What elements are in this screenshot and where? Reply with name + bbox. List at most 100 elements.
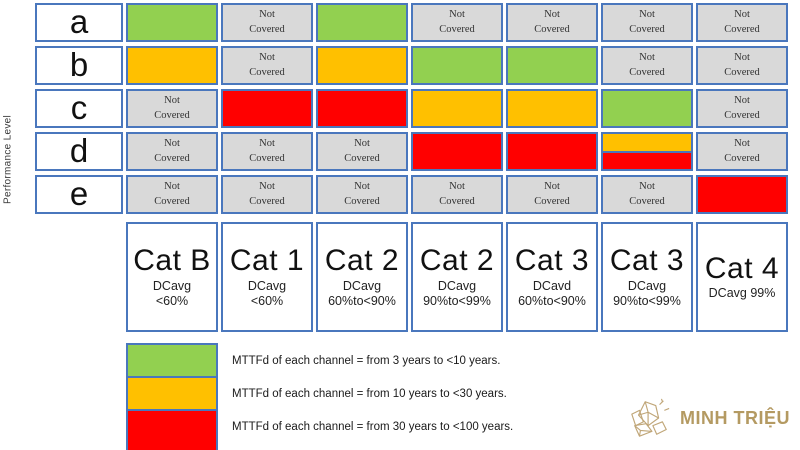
grid-cell-b-3 bbox=[411, 46, 503, 85]
grid-cell-a-6: Not Covered bbox=[696, 3, 788, 42]
split-half-yellow bbox=[603, 134, 691, 153]
not-covered-label: Not Covered bbox=[154, 181, 190, 207]
watermark: MINH TRIỆU bbox=[627, 396, 790, 440]
row-label-b: b bbox=[35, 46, 123, 85]
header-spacer bbox=[35, 222, 123, 332]
category-label: Cat B bbox=[133, 244, 211, 278]
legend-swatch-green bbox=[126, 343, 218, 378]
row-label-d: d bbox=[35, 132, 123, 171]
category-header-2: Cat 2 DCavg 60%to<90% bbox=[316, 222, 408, 332]
not-covered-label: Not Covered bbox=[344, 138, 380, 164]
not-covered-label: Not Covered bbox=[249, 9, 285, 35]
legend-swatch-yellow bbox=[126, 376, 218, 411]
grid-cell-e-1: Not Covered bbox=[221, 175, 313, 214]
category-header-1: Cat 1 DCavg <60% bbox=[221, 222, 313, 332]
not-covered-label: Not Covered bbox=[724, 138, 760, 164]
gem-icon bbox=[631, 398, 670, 437]
grid-cell-d-2: Not Covered bbox=[316, 132, 408, 171]
not-covered-label: Not Covered bbox=[344, 181, 380, 207]
grid-cell-a-1: Not Covered bbox=[221, 3, 313, 42]
category-label: Cat 1 bbox=[229, 244, 305, 278]
category-header-row: Cat B DCavg <60% Cat 1 DCavg <60% Cat 2 DCavg 60… bbox=[35, 222, 788, 332]
not-covered-label: Not Covered bbox=[724, 95, 760, 121]
not-covered-label: Not Covered bbox=[439, 181, 475, 207]
category-subtext: 60%to<90% bbox=[518, 294, 586, 309]
grid-cell-b-1: Not Covered bbox=[221, 46, 313, 85]
not-covered-label: Not Covered bbox=[249, 138, 285, 164]
grid-cell-c-1 bbox=[221, 89, 313, 128]
category-subtext: DCavg bbox=[437, 278, 477, 293]
grid-cell-d-4 bbox=[506, 132, 598, 171]
pl-grid: a Not Covered Not Covered Not Covered Not Co… bbox=[35, 3, 788, 214]
grid-cell-a-4: Not Covered bbox=[506, 3, 598, 42]
grid-cell-b-6: Not Covered bbox=[696, 46, 788, 85]
category-subtext: DCavg bbox=[342, 278, 382, 293]
category-subtext: <60% bbox=[155, 294, 189, 309]
legend-row-yellow: MTTFd of each channel = from 10 years to… bbox=[126, 376, 513, 411]
legend-text: MTTFd of each channel = from 30 years to… bbox=[232, 420, 514, 433]
watermark-text: MINH TRIỆU bbox=[680, 407, 790, 428]
y-axis-label: Performance Level bbox=[2, 114, 14, 205]
category-subtext: 90%to<99% bbox=[613, 294, 681, 309]
row-label-c: c bbox=[35, 89, 123, 128]
grid-cell-e-2: Not Covered bbox=[316, 175, 408, 214]
legend-swatch-red bbox=[126, 409, 218, 450]
not-covered-label: Not Covered bbox=[534, 181, 570, 207]
grid-cell-a-3: Not Covered bbox=[411, 3, 503, 42]
not-covered-label: Not Covered bbox=[629, 9, 665, 35]
category-header-3: Cat 2 DCavg 90%to<99% bbox=[411, 222, 503, 332]
grid-cell-a-2 bbox=[316, 3, 408, 42]
grid-cell-b-0 bbox=[126, 46, 218, 85]
grid-cell-c-2 bbox=[316, 89, 408, 128]
category-label: Cat 3 bbox=[514, 244, 590, 278]
grid-cell-b-5: Not Covered bbox=[601, 46, 693, 85]
not-covered-label: Not Covered bbox=[724, 52, 760, 78]
grid-cell-d-1: Not Covered bbox=[221, 132, 313, 171]
category-label: Cat 2 bbox=[324, 244, 400, 278]
category-label: Cat 3 bbox=[609, 244, 685, 278]
grid-cell-a-5: Not Covered bbox=[601, 3, 693, 42]
category-subtext: 60%to<90% bbox=[328, 294, 396, 309]
grid-cell-c-4 bbox=[506, 89, 598, 128]
category-header-6: Cat 4 DCavg 99% bbox=[696, 222, 788, 332]
not-covered-label: Not Covered bbox=[724, 9, 760, 35]
split-half-red bbox=[603, 152, 691, 169]
legend-row-green: MTTFd of each channel = from 3 years to … bbox=[126, 343, 513, 378]
category-subtext: DCavd bbox=[532, 278, 572, 293]
legend-text: MTTFd of each channel = from 10 years to… bbox=[232, 387, 507, 400]
not-covered-label: Not Covered bbox=[154, 138, 190, 164]
grid-cell-b-2 bbox=[316, 46, 408, 85]
category-subtext: DCavg bbox=[152, 278, 192, 293]
grid-cell-e-3: Not Covered bbox=[411, 175, 503, 214]
grid-cell-e-4: Not Covered bbox=[506, 175, 598, 214]
grid-cell-d-6: Not Covered bbox=[696, 132, 788, 171]
not-covered-label: Not Covered bbox=[629, 52, 665, 78]
not-covered-label: Not Covered bbox=[154, 95, 190, 121]
grid-cell-e-6 bbox=[696, 175, 788, 214]
grid-cell-e-0: Not Covered bbox=[126, 175, 218, 214]
category-subtext: DCavg bbox=[627, 278, 667, 293]
legend-text: MTTFd of each channel = from 3 years to … bbox=[232, 354, 501, 367]
grid-cell-b-4 bbox=[506, 46, 598, 85]
grid-cell-e-5: Not Covered bbox=[601, 175, 693, 214]
not-covered-label: Not Covered bbox=[629, 181, 665, 207]
row-label-e: e bbox=[35, 175, 123, 214]
grid-cell-d-5 bbox=[601, 132, 693, 171]
grid-cell-c-3 bbox=[411, 89, 503, 128]
grid-cell-c-0: Not Covered bbox=[126, 89, 218, 128]
category-subtext: DCavg 99% bbox=[708, 286, 776, 301]
category-header-0: Cat B DCavg <60% bbox=[126, 222, 218, 332]
category-subtext: 90%to<99% bbox=[423, 294, 491, 309]
grid-cell-a-0 bbox=[126, 3, 218, 42]
grid-cell-d-0: Not Covered bbox=[126, 132, 218, 171]
not-covered-label: Not Covered bbox=[534, 9, 570, 35]
grid-cell-c-6: Not Covered bbox=[696, 89, 788, 128]
legend-row-red: MTTFd of each channel = from 30 years to… bbox=[126, 409, 514, 450]
category-header-5: Cat 3 DCavg 90%to<99% bbox=[601, 222, 693, 332]
grid-cell-c-5 bbox=[601, 89, 693, 128]
category-label: Cat 2 bbox=[419, 244, 495, 278]
not-covered-label: Not Covered bbox=[439, 9, 475, 35]
category-subtext: DCavg bbox=[247, 278, 287, 293]
category-header-4: Cat 3 DCavd 60%to<90% bbox=[506, 222, 598, 332]
